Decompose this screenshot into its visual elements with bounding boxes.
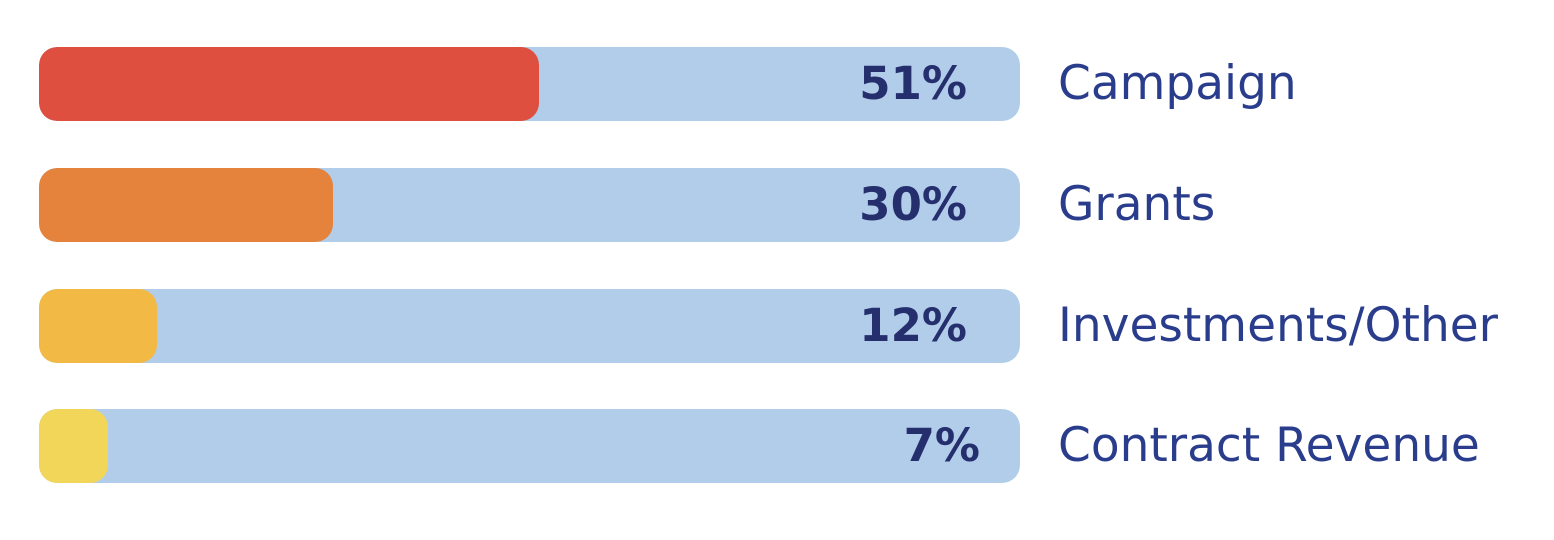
bar	[39, 168, 334, 242]
data-label: 30%	[859, 178, 967, 231]
category-label: Contract Revenue	[1058, 418, 1480, 473]
data-label: 51%	[859, 57, 967, 110]
data-label: 12%	[859, 299, 967, 352]
category-label: Investments/Other	[1058, 298, 1498, 353]
bar-track: 51%	[39, 47, 1020, 121]
bar-track: 7%	[39, 409, 1020, 483]
data-label: 7%	[903, 419, 980, 472]
category-label: Grants	[1058, 177, 1216, 232]
bar-track: 30%	[39, 168, 1020, 242]
category-label: Campaign	[1058, 56, 1297, 111]
bar	[39, 47, 540, 121]
bar	[39, 289, 157, 363]
bar-track: 12%	[39, 289, 1020, 363]
bar	[39, 409, 108, 483]
